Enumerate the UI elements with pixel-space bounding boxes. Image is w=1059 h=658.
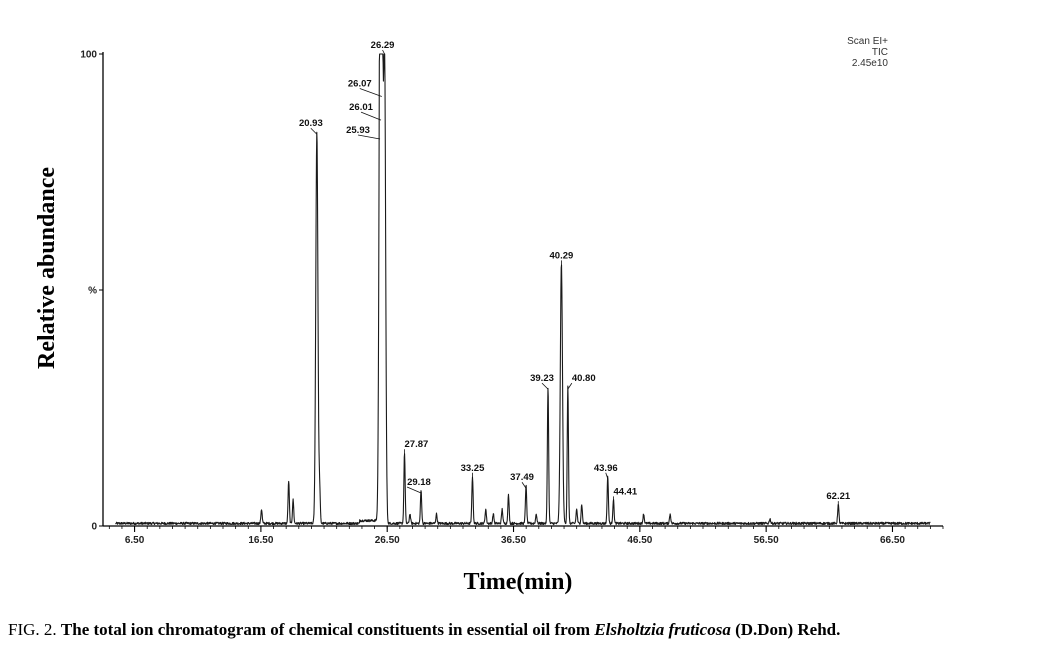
peak-leader-line [310, 127, 318, 135]
peak-leader-line [567, 382, 573, 390]
peak-label: 37.49 [510, 472, 534, 483]
x-tick-label: 56.50 [754, 535, 779, 546]
scan-info-line-3: 2.45e10 [852, 58, 889, 69]
peak-leader-line [605, 472, 609, 479]
peak-leader-line [382, 49, 385, 55]
scan-info-line-2: TIC [872, 47, 888, 58]
caption-text-before: The total ion chromatogram of chemical c… [60, 620, 591, 639]
peak-leader-line [359, 88, 382, 97]
x-tick-label: 36.50 [501, 535, 526, 546]
x-tick-label: 16.50 [248, 535, 273, 546]
figure-caption: FIG. 2. The total ion chromatogram of ch… [8, 620, 1053, 640]
caption-species: Elsholtzia fruticosa [594, 620, 731, 639]
peak-leader-line [541, 382, 549, 390]
peak-label: 26.07 [348, 78, 372, 89]
peak-label: 27.87 [405, 439, 429, 450]
peak-leader-line [406, 486, 422, 494]
x-tick-label: 66.50 [880, 535, 905, 546]
x-axis-label: Time(min) [464, 569, 573, 595]
peak-label: 43.96 [594, 463, 618, 474]
peak-label: 29.18 [407, 477, 431, 488]
chromatogram-trace [115, 53, 931, 526]
x-tick-label: 26.50 [375, 535, 400, 546]
caption-text-after: (D.Don) Rehd. [735, 620, 841, 639]
peak-label: 44.41 [613, 486, 637, 497]
chromatogram-line [115, 53, 931, 526]
y-axis-label: Relative abundance [34, 167, 60, 369]
x-tick-label: 6.50 [125, 535, 145, 546]
peak-label: 26.01 [349, 102, 373, 113]
peak-leader-line [360, 111, 382, 121]
axes: 0% 100 6.50 16.50 26.50 36.50 46.50 56.50 66.50 [80, 50, 944, 546]
x-tick-label: 46.50 [627, 535, 652, 546]
peak-label: 62.21 [826, 491, 850, 502]
y-tick-label: 0 [91, 522, 97, 533]
peak-label: 33.25 [461, 463, 485, 474]
scan-info-line-1: Scan EI+ [847, 36, 888, 47]
peak-leader-line [521, 482, 527, 489]
peak-label: 39.23 [530, 373, 554, 384]
peak-label: 25.93 [346, 125, 370, 136]
peak-labels: 20.93 25.93 26.01 26.07 26.29 27.87 29.18 33.25… [299, 40, 851, 508]
peak-leader-line [357, 134, 381, 140]
caption-fig-label: FIG. 2. [8, 620, 57, 639]
peak-label: 20.93 [299, 118, 323, 129]
y-tick-label: 100 [80, 50, 97, 61]
peak-label: 40.80 [572, 373, 596, 384]
peak-label: 40.29 [550, 250, 574, 261]
y-tick-label: % [88, 286, 97, 297]
peak-label: 26.29 [371, 40, 395, 51]
chromatogram-chart: Scan EI+ TIC 2.45e10 Relative abundance … [34, 36, 944, 595]
